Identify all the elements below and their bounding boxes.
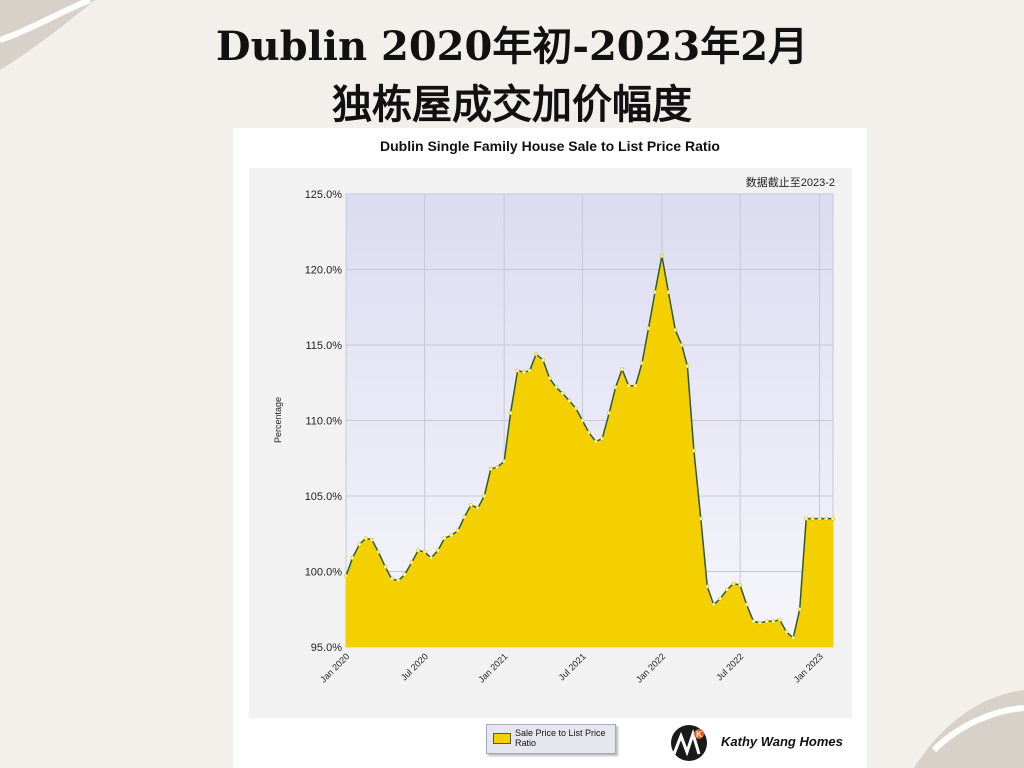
- chart-title: Dublin Single Family House Sale to List …: [380, 138, 720, 154]
- data-point: [363, 536, 368, 541]
- data-point: [376, 549, 381, 554]
- data-point: [580, 418, 585, 423]
- data-point: [613, 385, 618, 390]
- data-point: [449, 533, 454, 538]
- data-point: [442, 536, 447, 541]
- data-point: [757, 620, 763, 625]
- data-point: [495, 465, 500, 470]
- data-point: [593, 439, 598, 444]
- data-point: [455, 528, 460, 533]
- data-point: [357, 542, 362, 547]
- data-point: [600, 436, 605, 441]
- area-chart: 95.0% 100.0% 105.0% 110.0% 115.0% 120.0% 125.0…: [249, 168, 852, 718]
- y-tick-label: 120.0%: [305, 265, 343, 277]
- data-point: [639, 361, 645, 366]
- data-point: [691, 448, 696, 453]
- data-point: [659, 253, 664, 258]
- data-point: [396, 578, 401, 583]
- data-point: [402, 572, 407, 577]
- data-point: [409, 560, 414, 565]
- data-point: [462, 515, 467, 520]
- legend-label: Sale Price to List Price Ratio: [515, 728, 606, 748]
- page-title-line2: 独栋屋成交加价幅度: [332, 81, 692, 128]
- data-point: [646, 326, 651, 331]
- data-point: [791, 635, 796, 640]
- brand-logo-letter: K: [696, 730, 702, 739]
- data-point: [824, 516, 829, 521]
- data-point: [705, 584, 710, 589]
- data-point: [573, 406, 578, 411]
- y-tick-label: 95.0%: [311, 642, 342, 654]
- data-point: [731, 581, 736, 586]
- chart-panel: Dublin Single Family House Sale to List …: [233, 128, 867, 768]
- data-point: [673, 327, 678, 332]
- data-point: [350, 555, 355, 560]
- data-point: [553, 385, 559, 390]
- chart-legend: Sale Price to List Price Ratio: [486, 724, 616, 754]
- data-point: [383, 564, 388, 570]
- data-point: [633, 383, 638, 388]
- y-tick-label: 105.0%: [305, 491, 343, 503]
- y-tick-label: 115.0%: [306, 340, 343, 352]
- data-point: [482, 493, 487, 499]
- page-title-line1: Dublin 2020年初-2023年2月: [215, 23, 809, 70]
- chart-annotation: 数据截止至2023-2: [746, 175, 835, 189]
- data-point: [560, 391, 565, 396]
- data-point: [652, 290, 658, 295]
- data-point: [416, 548, 421, 553]
- brand-name: Kathy Wang Homes: [721, 734, 843, 749]
- data-point: [389, 577, 394, 582]
- y-tick-label: 125.0%: [305, 189, 343, 201]
- data-point: [547, 376, 552, 381]
- data-point: [586, 430, 591, 435]
- data-point: [521, 370, 527, 375]
- data-point: [343, 573, 349, 579]
- data-point: [502, 459, 507, 464]
- data-point: [725, 587, 730, 592]
- data-point: [369, 537, 374, 542]
- data-point: [784, 629, 789, 634]
- data-point: [508, 410, 513, 416]
- data-point: [475, 506, 480, 511]
- legend-swatch: [493, 733, 511, 744]
- data-point: [817, 516, 822, 521]
- data-point: [751, 619, 756, 624]
- data-point: [738, 583, 743, 588]
- y-axis-label: Percentage: [273, 397, 283, 443]
- data-point: [679, 342, 684, 348]
- y-tick-label: 110.0%: [306, 416, 343, 428]
- data-point: [804, 516, 809, 521]
- data-point: [698, 516, 703, 521]
- data-point: [429, 555, 434, 560]
- corner-decoration-bottom-right: [914, 690, 1024, 768]
- brand-block: K Kathy Wang Homes: [669, 722, 859, 762]
- data-point: [567, 398, 572, 403]
- data-point: [515, 368, 520, 373]
- data-point: [777, 617, 782, 622]
- data-point: [534, 352, 539, 357]
- data-point: [488, 466, 493, 471]
- data-point: [468, 503, 473, 508]
- data-point: [435, 548, 441, 553]
- data-point: [685, 364, 690, 369]
- data-point: [527, 368, 532, 373]
- data-point: [422, 549, 427, 554]
- corner-decoration-top-left: [0, 0, 95, 70]
- data-point: [540, 358, 546, 363]
- data-point: [764, 619, 769, 624]
- data-point: [711, 602, 716, 607]
- data-point: [797, 607, 802, 612]
- data-point: [666, 290, 671, 295]
- data-point: [830, 516, 836, 521]
- data-point: [771, 619, 776, 624]
- data-point: [718, 596, 723, 601]
- data-point: [810, 516, 815, 521]
- series-area: [346, 255, 833, 647]
- y-tick-label: 100.0%: [305, 567, 343, 579]
- data-point: [620, 367, 625, 372]
- data-point: [626, 383, 631, 388]
- brand-logo-icon: K: [671, 725, 707, 761]
- data-point: [744, 602, 749, 607]
- data-point: [607, 410, 612, 416]
